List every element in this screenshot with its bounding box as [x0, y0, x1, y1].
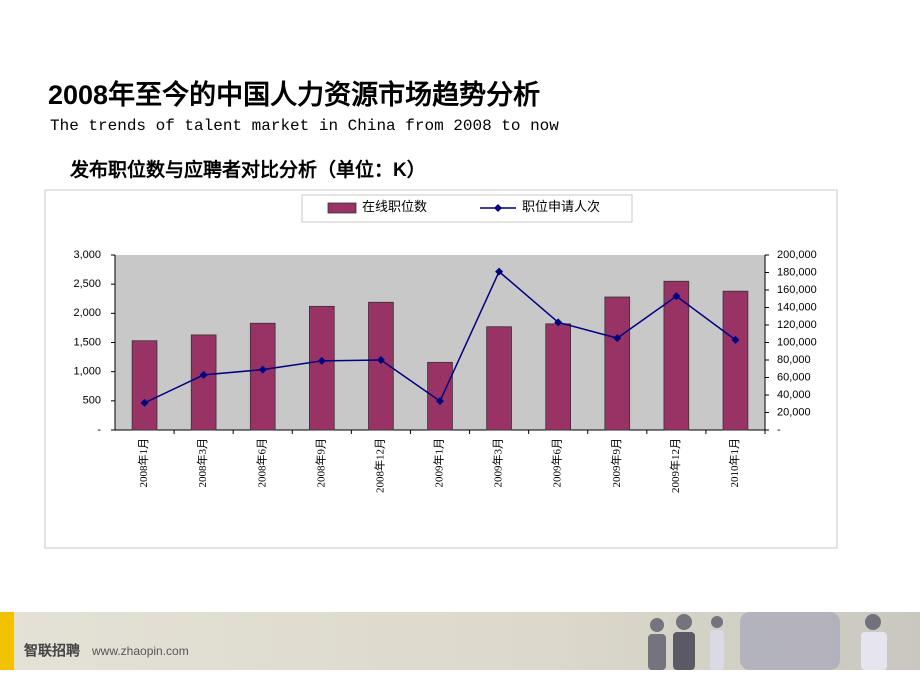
x-tick-label: 2008年3月	[195, 438, 209, 488]
bar	[604, 296, 631, 431]
line-marker	[376, 356, 385, 364]
y2-tick-label: 140,000	[777, 301, 817, 313]
x-tick-label: 2010年1月	[727, 438, 741, 488]
bar	[190, 334, 217, 431]
x-tick-label: 2008年9月	[313, 438, 327, 488]
y-tick-label: 3,000	[73, 249, 101, 261]
x-tick-label: 2009年3月	[491, 438, 505, 488]
footer-brand: 智联招聘	[23, 643, 80, 659]
y-tick-label: 2,500	[73, 278, 101, 290]
y-tick-label: 500	[83, 395, 101, 407]
y-tick-label: -	[97, 424, 101, 436]
line-marker	[495, 267, 504, 276]
x-tick-label: 2009年6月	[550, 438, 564, 488]
y-tick-label: 2,000	[73, 307, 101, 319]
y2-tick-label: 180,000	[777, 266, 817, 278]
bar	[427, 361, 453, 431]
line-marker	[258, 365, 267, 374]
y2-tick-label: -	[777, 424, 781, 436]
legend-label: 职位申请人次	[522, 199, 600, 214]
y2-tick-label: 40,000	[777, 389, 811, 401]
x-tick-label: 2008年6月	[254, 438, 268, 488]
legend-box	[301, 194, 633, 223]
y2-tick-label: 120,000	[777, 319, 817, 331]
y-tick-label: 1,000	[73, 366, 101, 378]
y2-tick-label: 20,000	[777, 406, 811, 418]
y2-tick-label: 60,000	[777, 371, 811, 383]
x-tick-label: 2008年12月	[372, 438, 386, 493]
footer-people	[648, 612, 887, 670]
bar	[663, 280, 690, 431]
line-marker	[672, 292, 681, 301]
footer-url: www.zhaopin.com	[91, 644, 189, 658]
legend-marker	[494, 204, 502, 212]
line-marker	[436, 397, 444, 406]
slide-subtitle: The trends of talent market in China fro…	[50, 117, 559, 135]
chart-title: 发布职位数与应聘者对比分析（单位：K）	[69, 158, 426, 181]
x-tick-label: 2008年1月	[136, 438, 150, 488]
line-marker	[613, 334, 622, 343]
bar	[309, 305, 335, 431]
y-tick-label: 1,500	[73, 336, 101, 348]
line-marker	[140, 398, 149, 407]
x-tick-label: 2009年1月	[432, 438, 446, 488]
bar	[486, 326, 512, 431]
x-tick-label: 2009年9月	[609, 438, 623, 488]
line-marker	[554, 318, 563, 327]
bar	[131, 340, 158, 431]
bar	[545, 323, 571, 431]
bar	[722, 290, 749, 431]
line-marker	[731, 335, 740, 344]
x-tick-label: 2009年12月	[668, 438, 682, 493]
line-marker	[199, 370, 208, 379]
slide-title: 2008年至今的中国人力资源市场趋势分析	[48, 79, 540, 110]
legend-label: 在线职位数	[362, 199, 427, 214]
y2-tick-label: 200,000	[777, 249, 817, 261]
footer-accent	[0, 612, 14, 670]
line-marker	[317, 356, 326, 365]
y2-tick-label: 160,000	[777, 284, 817, 296]
bar	[249, 322, 276, 431]
y2-tick-label: 80,000	[777, 354, 811, 366]
y2-tick-label: 100,000	[777, 336, 817, 348]
legend-swatch	[327, 202, 357, 214]
